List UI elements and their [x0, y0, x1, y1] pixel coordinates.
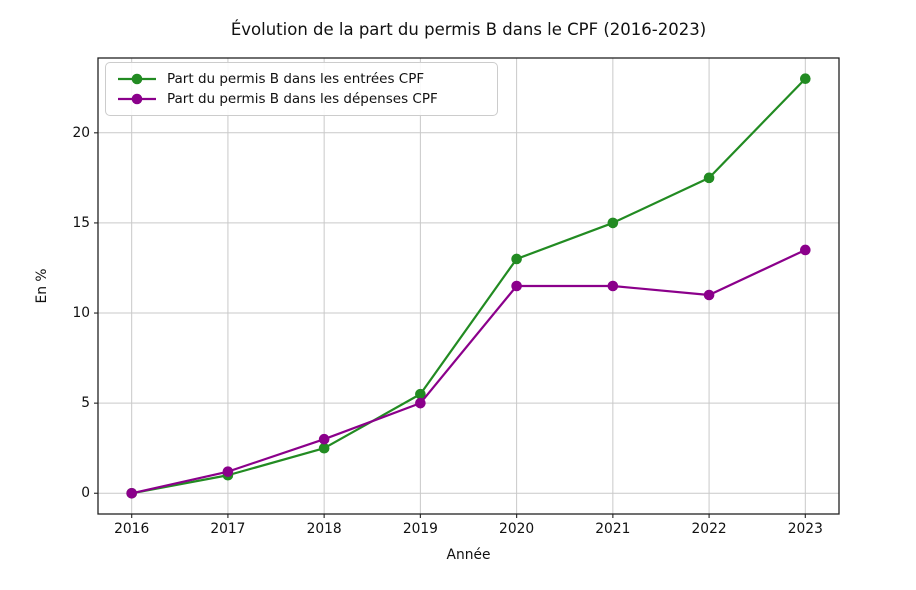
series-line [130, 77, 807, 495]
series-line [130, 248, 807, 495]
x-tick-label: 2022 [691, 521, 727, 537]
legend: Part du permis B dans les entrées CPF Pa… [105, 62, 498, 116]
data-point [800, 244, 811, 256]
data-point [415, 397, 426, 409]
legend-label-depenses: Part du permis B dans les dépenses CPF [167, 91, 438, 108]
x-tick-label: 2023 [787, 521, 823, 537]
data-point [222, 466, 234, 477]
legend-line-dot-icon [118, 94, 156, 105]
data-point [318, 433, 330, 445]
x-axis-label: Année [446, 547, 491, 563]
legend-item-entrees: Part du permis B dans les entrées CPF [116, 69, 487, 89]
data-point [800, 73, 811, 85]
x-axis-ticks: 2016 2017 2018 2019 2020 2021 2022 2023 [0, 521, 916, 539]
x-tick-label: 2020 [499, 521, 535, 537]
x-tick-label: 2021 [595, 521, 631, 537]
data-point [318, 442, 330, 454]
legend-item-depenses: Part du permis B dans les dépenses CPF [116, 89, 487, 109]
data-point [511, 280, 522, 292]
x-tick-label: 2019 [402, 521, 438, 537]
data-point [511, 253, 522, 265]
x-tick-label: 2016 [114, 521, 150, 537]
chart-title: Évolution de la part du permis B dans le… [230, 20, 707, 39]
data-point [607, 217, 619, 229]
data-point [415, 388, 426, 400]
data-point [703, 289, 715, 301]
axes-spines [97, 57, 840, 515]
legend-label-entrees: Part du permis B dans les entrées CPF [167, 70, 425, 87]
y-axis-label: En % [34, 268, 50, 304]
x-tick-label: 2018 [306, 521, 342, 537]
data-point [126, 487, 137, 499]
data-point [703, 172, 715, 184]
legend-line-dot-icon [118, 73, 156, 84]
data-point [607, 280, 619, 292]
x-tick-label: 2017 [210, 521, 246, 537]
